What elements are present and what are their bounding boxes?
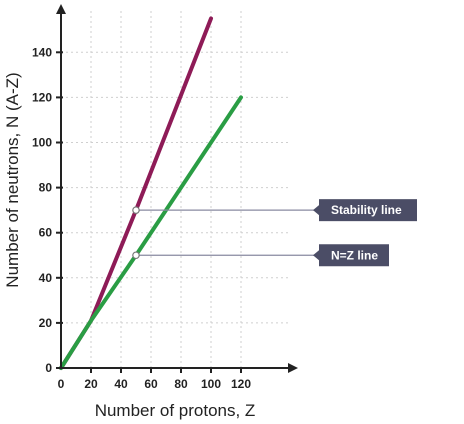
stability-line [59, 16, 213, 370]
y-tick-label: 0 [45, 361, 52, 375]
y-tick-label: 80 [39, 181, 53, 195]
callout-anchor-dot [132, 206, 140, 214]
y-tick-label: 140 [32, 45, 52, 59]
x-tick-label: 100 [201, 377, 221, 391]
x-axis-arrow [288, 363, 298, 373]
series-group [59, 16, 243, 370]
callouts: Stability line N=Z line [132, 199, 417, 267]
y-tick-label: 40 [39, 271, 53, 285]
x-tick-label: 0 [58, 377, 65, 391]
n-equals-z-line [59, 95, 243, 370]
y-tick-label: 20 [39, 316, 53, 330]
y-tick-label: 100 [32, 136, 52, 150]
x-tick-label: 60 [144, 377, 158, 391]
callout-box [319, 199, 417, 222]
callout-pointer [313, 205, 319, 216]
x-axis-title: Number of protons, Z [95, 401, 256, 420]
x-tick-label: 80 [174, 377, 188, 391]
callout-pointer [313, 250, 319, 261]
x-tick-label: 40 [114, 377, 128, 391]
callout-label: N=Z line [331, 248, 378, 262]
x-tick-label: 20 [84, 377, 98, 391]
y-tick-label: 60 [39, 226, 53, 240]
callout-anchor-dot [132, 251, 140, 260]
y-axis-arrow [56, 4, 66, 14]
ticks: 0 20 40 60 80 100 120 0 20 40 60 80 100 120 140 [32, 45, 251, 391]
x-tick-label: 120 [231, 377, 251, 391]
callout-box [319, 244, 389, 267]
y-axis-title: Number of neutrons, N (A-Z) [3, 72, 22, 287]
callout-label: Stability line [331, 203, 402, 217]
grid [61, 10, 290, 368]
y-tick-label: 120 [32, 90, 52, 104]
